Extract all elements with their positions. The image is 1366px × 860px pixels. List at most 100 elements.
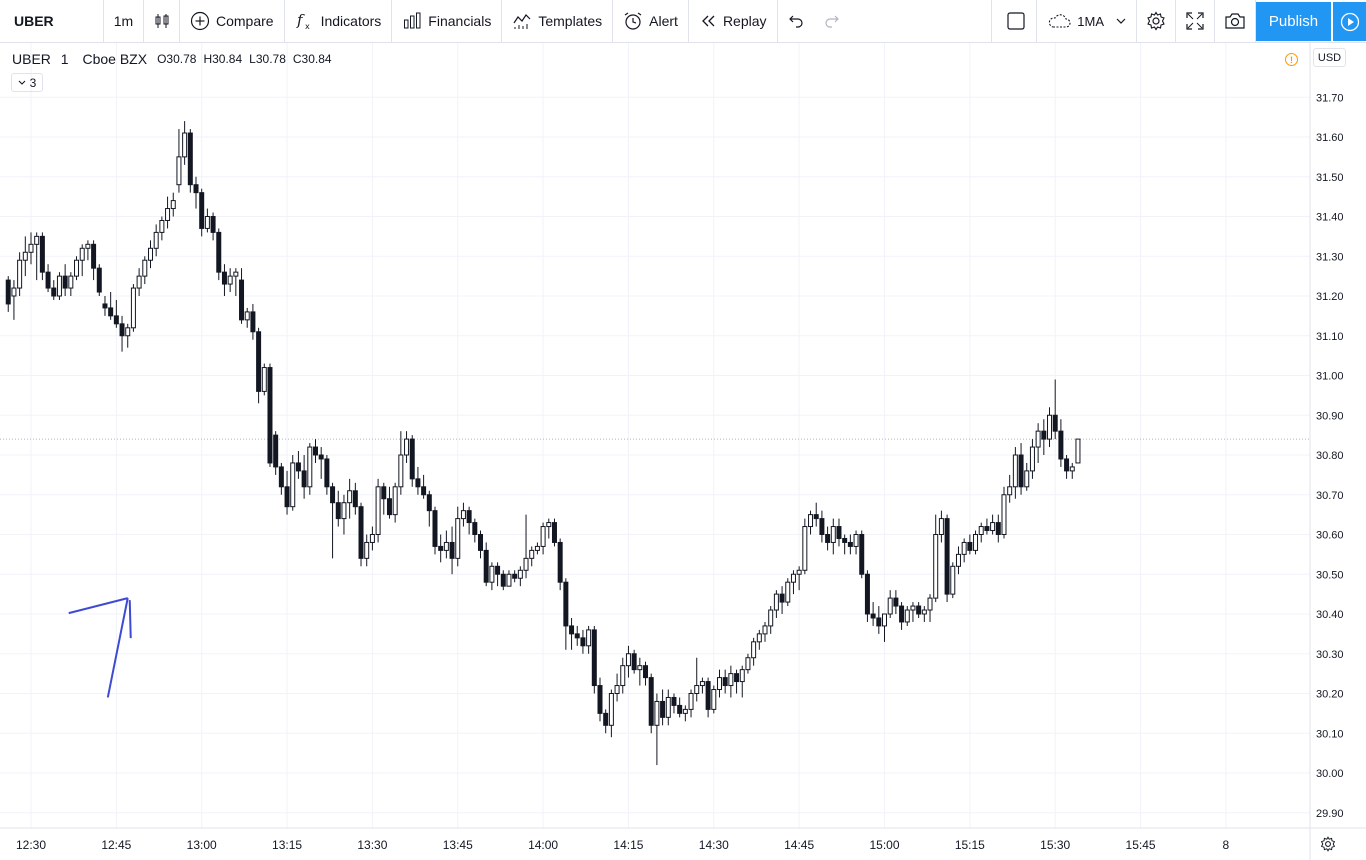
candle-body [614,685,620,694]
currency-label: USD [1317,51,1342,64]
candle-body [170,200,176,210]
candle-body [438,545,444,551]
price-chart[interactable]: 29.90 30.00 30.10 30.20 30.30 30.40 30.50 30.60… [0,43,1366,860]
candle-body [580,637,586,647]
indicators-collapse-toggle[interactable]: 3 [11,73,43,92]
candle-body [204,216,210,229]
candle-body [529,549,535,559]
candle-body [284,486,290,508]
symbol-search-button[interactable]: UBER [0,0,104,42]
candle-body [341,502,347,520]
candle-body [921,609,927,615]
candle-body [654,700,660,726]
candle-body [916,605,922,615]
candle-body [517,569,523,579]
settings-button[interactable] [1137,0,1176,42]
candle-body [984,526,990,532]
candle-body [39,235,45,273]
candle-body [819,518,825,536]
price-tick-label: 30.90 [1316,410,1344,422]
candle-body [153,231,159,249]
annotation-arrow-head[interactable] [68,597,128,615]
time-tick-label: 15:30 [1040,838,1070,852]
candle-body [62,275,68,289]
candle-body [239,279,245,321]
candle-body [421,486,427,496]
candle-body [472,522,478,536]
legend-symbol[interactable]: UBER 1 Cboe BZX [12,51,147,67]
svg-text:x: x [305,22,310,31]
price-tick-label: 31.60 [1316,132,1344,144]
chevron-down-icon [18,80,26,85]
axis-settings-icon[interactable] [1320,836,1336,852]
candle-body [68,275,74,289]
publish-options-button[interactable] [1333,2,1366,41]
plus-circle-icon [190,11,210,31]
candle-body [1052,414,1058,432]
time-tick-label: 14:30 [699,838,729,852]
candle-body [159,219,165,233]
candle-body [34,235,40,245]
candle-body [176,156,182,186]
candle-body [887,597,893,615]
candle-body [28,243,34,253]
candle-body [779,593,785,603]
layout-save-button[interactable]: 1MA [1036,0,1137,42]
candle-body [1064,458,1070,472]
candle-body [267,367,273,464]
candle-body [836,526,842,539]
open-value: 30.78 [166,52,197,66]
candle-body [785,581,791,603]
redo-button[interactable] [814,0,850,42]
snapshot-button[interactable] [1215,0,1256,42]
undo-button[interactable] [778,0,814,42]
price-tick-label: 31.70 [1316,92,1344,104]
candle-body [853,534,859,547]
candle-body [301,470,307,488]
candle-body [711,689,717,710]
candle-body [56,275,62,297]
candle-body [847,541,853,547]
currency-badge[interactable]: USD [1313,48,1346,67]
fullscreen-window-button[interactable] [992,0,1036,42]
price-tick-label: 30.40 [1316,609,1344,621]
interval-button[interactable]: 1m [104,0,144,42]
fullscreen-button[interactable] [1176,0,1215,42]
alert-button[interactable]: Alert [613,0,689,42]
candle-body [85,243,91,249]
candle-body [842,537,848,543]
candle-body [1058,430,1064,460]
candle-body [586,629,592,647]
time-tick-label: 13:45 [443,838,473,852]
interval-label: 1m [113,13,134,29]
candle-body [91,243,97,269]
annotation-arrow-head[interactable] [128,600,132,639]
replay-button[interactable]: Replay [689,0,778,42]
candle-body [540,526,546,547]
financials-button[interactable]: Financials [392,0,503,42]
candle-body [261,367,267,392]
alarm-clock-icon [624,12,642,30]
compare-button[interactable]: Compare [180,0,285,42]
candle-body [278,466,284,488]
candle-body [751,641,757,659]
candle-body [5,279,11,305]
warning-icon[interactable]: ! [1285,53,1298,66]
time-tick-label: 15:45 [1126,838,1156,852]
candle-body [773,593,779,611]
candle-body [244,311,250,321]
indicators-button[interactable]: f x Indicators [285,0,393,42]
candle-body [859,534,865,575]
annotation-arrow-line[interactable] [106,597,129,698]
templates-button[interactable]: Templates [502,0,614,42]
price-tick-label: 30.80 [1316,450,1344,462]
candle-body [216,231,222,273]
chart-type-button[interactable] [144,0,180,42]
legend-high: H30.84 [203,52,242,66]
time-tick-label: 14:45 [784,838,814,852]
time-tick-label: 15:15 [955,838,985,852]
candle-body [603,712,609,726]
candle-body [17,259,23,289]
publish-button[interactable]: Publish [1256,2,1331,41]
alert-label: Alert [649,13,678,29]
